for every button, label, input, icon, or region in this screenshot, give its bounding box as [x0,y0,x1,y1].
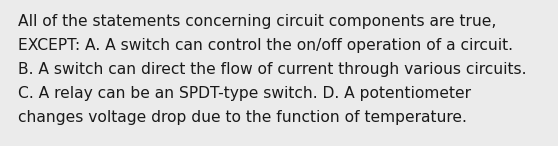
Text: All of the statements concerning circuit components are true,: All of the statements concerning circuit… [18,14,497,29]
Text: EXCEPT: A. A switch can control the on/off operation of a circuit.: EXCEPT: A. A switch can control the on/o… [18,38,513,53]
Text: C. A relay can be an SPDT-type switch. D. A potentiometer: C. A relay can be an SPDT-type switch. D… [18,86,471,101]
Text: B. A switch can direct the flow of current through various circuits.: B. A switch can direct the flow of curre… [18,62,527,77]
Text: changes voltage drop due to the function of temperature.: changes voltage drop due to the function… [18,110,467,125]
